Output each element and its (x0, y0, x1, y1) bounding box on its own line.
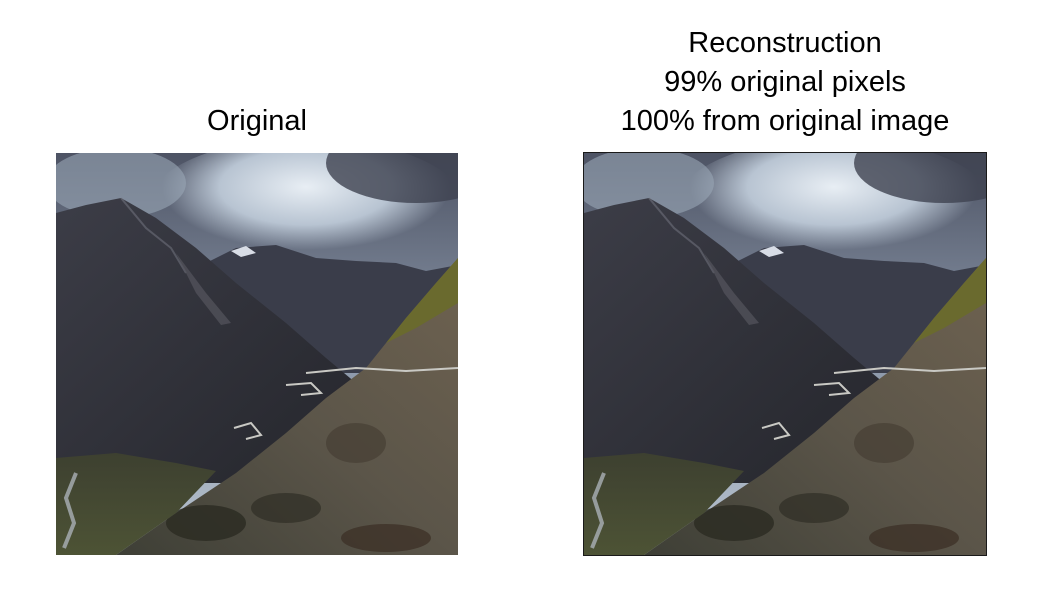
original-mountain-photo (56, 153, 458, 555)
reconstruction-title-line-2: 99% original pixels (664, 66, 906, 98)
reconstruction-mountain-photo (584, 153, 986, 555)
original-title-text: Original (207, 105, 307, 137)
reconstruction-image (584, 153, 986, 555)
original-image (56, 153, 458, 555)
reconstruction-title-line-3: 100% from original image (620, 105, 950, 137)
original-title: Original (56, 102, 458, 141)
reconstruction-title: Reconstruction 99% original pixels 100% … (560, 24, 1010, 141)
reconstruction-title-line-1: Reconstruction (688, 27, 882, 59)
